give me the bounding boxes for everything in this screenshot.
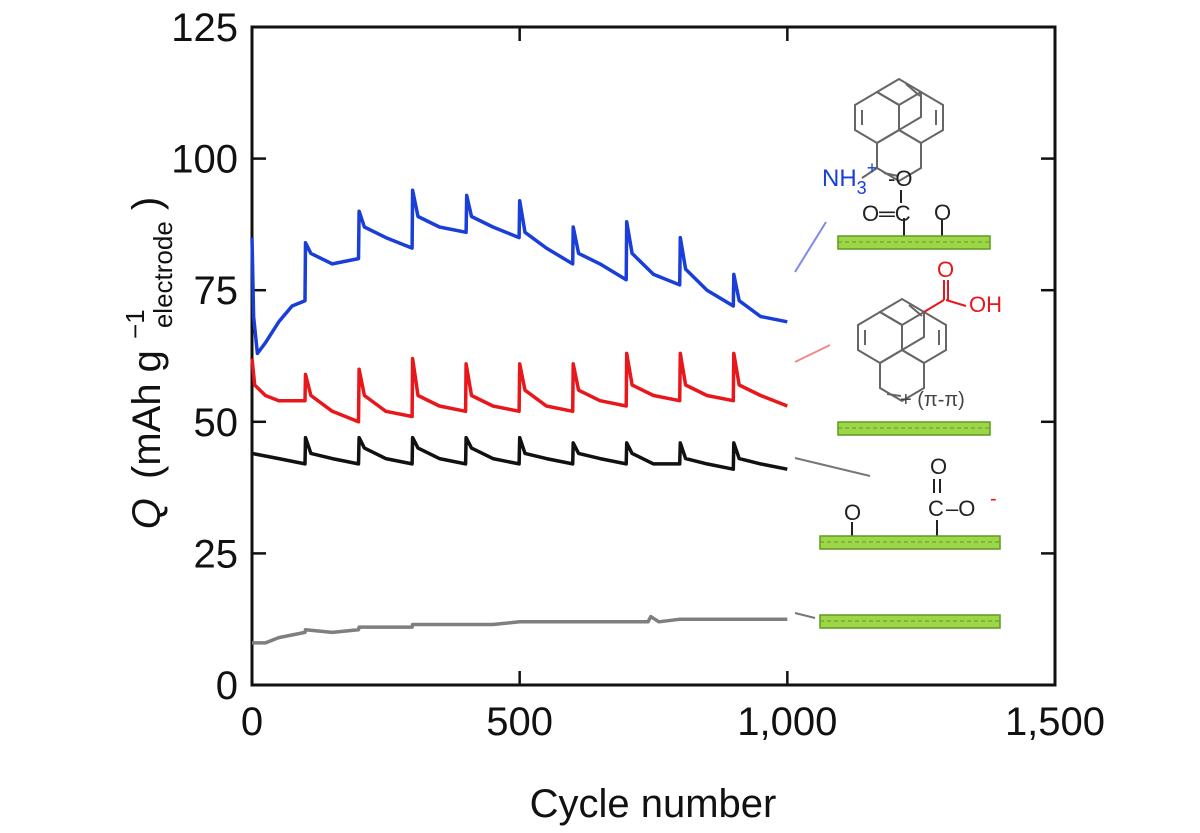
pyrene-amine-structure (854, 77, 944, 183)
x-tick-label: 1,500 (1005, 700, 1105, 744)
y-axis-exponent: −1 (120, 309, 150, 339)
series-line-1 (250, 188, 788, 356)
graphene-sheet-1 (837, 235, 991, 250)
carboxylate-top-label: O═C (862, 201, 911, 226)
y-tick-label: 0 (216, 664, 238, 708)
plot-frame (250, 25, 1057, 687)
series-layer (250, 188, 788, 645)
y-tick-label: 100 (171, 138, 238, 182)
leader-line-carboxylate (794, 457, 871, 477)
amine-label: NH3+ (822, 158, 877, 198)
leader-line-bare (794, 612, 816, 619)
ketone-o-label: O (934, 200, 951, 225)
y-tick-label: 25 (194, 532, 239, 576)
graphene-sheet-2 (837, 421, 991, 436)
svg-text:Q (mAh g −1: Q (mAh g −1 electrode ) (109, 197, 181, 530)
carboxylate-bonds (851, 479, 941, 536)
y-axis-title: Q (mAh g −1 electrode ) (109, 197, 181, 530)
oxide-o-label: O (844, 500, 861, 525)
graphene-sheet-4 (819, 614, 1001, 629)
y-tick-label: 50 (194, 401, 239, 445)
series-line-2 (250, 351, 788, 424)
y-axis-symbol: Q (125, 498, 169, 529)
series-line-3 (251, 435, 788, 471)
leader-line-amine (794, 221, 827, 273)
x-axis-title: Cycle number (530, 782, 777, 826)
axis-ticks: 0 500 1,000 1,500 0 25 50 75 100 125 (171, 6, 1105, 744)
acid-o-label: O (937, 257, 954, 282)
graphene-sheet-3 (819, 535, 1001, 550)
y-axis-units-open: (mAh g (125, 350, 169, 479)
acid-bonds (923, 280, 967, 313)
carboxylate-o-label: –O (946, 496, 975, 521)
acid-oh-label: OH (969, 292, 1002, 317)
pi-pi-label: + (π-π) (900, 389, 965, 411)
x-tick-label: 1,000 (737, 700, 837, 744)
y-tick-label: 125 (171, 6, 238, 50)
y-axis-subscript: electrode (148, 221, 178, 328)
x-tick-label: 0 (241, 700, 263, 744)
carboxylate-c-label: C (928, 496, 944, 521)
carboxylate-minus-label: - (990, 488, 997, 510)
anion-o-label: -O (888, 166, 912, 191)
carboxylate-o-top-label: O (930, 454, 947, 479)
x-tick-label: 500 (486, 700, 553, 744)
series-line-4 (252, 614, 788, 645)
leader-lines (794, 221, 871, 619)
carboxylate-bond-amine (900, 190, 943, 238)
pyrene-acid-structure (857, 297, 947, 403)
y-axis-units-close: ) (125, 197, 169, 210)
y-tick-label: 75 (194, 269, 239, 313)
leader-line-acid (794, 344, 831, 363)
